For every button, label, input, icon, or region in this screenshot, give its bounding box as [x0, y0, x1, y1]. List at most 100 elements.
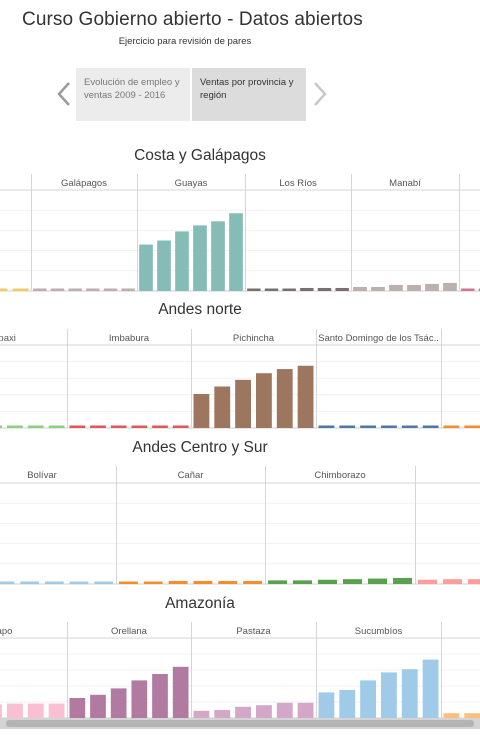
bar-guayas-6[interactable] — [229, 213, 243, 291]
tab-ventas-provincia-region[interactable]: Ventas por provincia y región — [192, 68, 306, 121]
bar-sucumbios-2[interactable] — [339, 690, 356, 718]
bar-guayas-4[interactable] — [193, 225, 207, 291]
bar-pichincha-1[interactable] — [193, 393, 210, 428]
bar-canar-2[interactable] — [143, 581, 163, 585]
bar-chimborazo-2[interactable] — [293, 580, 312, 584]
bar-unnamed-2[interactable] — [478, 288, 480, 292]
bar-chimborazo-3[interactable] — [318, 579, 337, 584]
bar-cotopaxi-4[interactable] — [7, 425, 23, 429]
bar-canar-5[interactable] — [218, 580, 238, 584]
bar-sucumbios-3[interactable] — [360, 680, 376, 718]
bar-napo-5[interactable] — [27, 703, 44, 718]
bar-pastaza-2[interactable] — [214, 710, 231, 718]
bar-pichincha-4[interactable] — [256, 373, 272, 428]
bar-pichincha-3[interactable] — [235, 379, 251, 428]
bar-napo-6[interactable] — [48, 703, 65, 718]
bar-guayas-1[interactable] — [139, 244, 153, 291]
bar-pichincha-2[interactable] — [214, 386, 231, 429]
bar-canar-1[interactable] — [118, 581, 138, 585]
bar-orellana-1[interactable] — [69, 698, 86, 718]
bar-los-rios-6[interactable] — [335, 287, 349, 291]
bar-manabi-4[interactable] — [407, 284, 421, 291]
bar-los-rios-2[interactable] — [264, 288, 279, 292]
bar-chimborazo-4[interactable] — [343, 579, 362, 584]
bar-napo-3[interactable] — [0, 704, 2, 718]
bar-bolivar-2[interactable] — [0, 581, 15, 585]
bar-sucumbios-1[interactable] — [318, 692, 335, 718]
bar-unnamed-1[interactable] — [461, 288, 475, 292]
bar-sucumbios-4[interactable] — [381, 672, 397, 718]
bar-imbabura-1[interactable] — [69, 425, 86, 429]
scrollbar-thumb[interactable] — [6, 720, 474, 727]
bar-pastaza-5[interactable] — [276, 702, 293, 718]
bar-galapagos-6[interactable] — [121, 288, 135, 292]
bar-santo-domingo-de-los-tsachilas-5[interactable] — [401, 425, 418, 429]
bar-t-1[interactable] — [443, 425, 460, 429]
bar-bolivar-5[interactable] — [69, 581, 89, 585]
bar-esmeraldas-5[interactable] — [0, 288, 8, 292]
bar-napo-4[interactable] — [7, 703, 23, 718]
bar-imbabura-6[interactable] — [172, 425, 189, 429]
previous-arrow-icon[interactable] — [56, 80, 72, 108]
bar-canar-4[interactable] — [193, 580, 213, 584]
bar-canar-6[interactable] — [243, 580, 263, 584]
bar-esmeraldas-6[interactable] — [12, 288, 29, 292]
bar-santo-domingo-de-los-tsachilas-6[interactable] — [422, 425, 439, 429]
bar-imbabura-4[interactable] — [131, 425, 148, 429]
bar-galapagos-1[interactable] — [33, 288, 47, 292]
bar-galapagos-3[interactable] — [68, 288, 82, 292]
bar-guayas-5[interactable] — [211, 221, 225, 291]
bar-bolivar-4[interactable] — [44, 581, 64, 585]
bar-sucumbios-5[interactable] — [401, 669, 418, 718]
tab-evolucion-empleo-ventas[interactable]: Evolución de empleo y ventas 2009 - 2016 — [76, 68, 190, 121]
bar-unnamed-2[interactable] — [443, 579, 462, 584]
bar-bolivar-3[interactable] — [20, 581, 40, 585]
bar-los-rios-5[interactable] — [317, 287, 332, 291]
bar-unnamed-3[interactable] — [468, 579, 480, 584]
bar-manabi-1[interactable] — [353, 286, 367, 291]
bar-orellana-3[interactable] — [110, 688, 127, 718]
bar-chimborazo-5[interactable] — [368, 578, 387, 584]
bar-cotopaxi-6[interactable] — [48, 425, 65, 429]
bar-orellana-2[interactable] — [90, 694, 106, 718]
bar-galapagos-5[interactable] — [103, 288, 118, 292]
bar-pichincha-6[interactable] — [297, 365, 314, 428]
bar-manabi-6[interactable] — [443, 282, 457, 291]
bar-manabi-3[interactable] — [389, 284, 403, 291]
next-arrow-icon[interactable] — [312, 80, 328, 108]
bar-bolivar-6[interactable] — [94, 581, 114, 585]
bar-cotopaxi-3[interactable] — [0, 425, 2, 429]
bar-santo-domingo-de-los-tsachilas-1[interactable] — [318, 425, 335, 429]
bar-pichincha-5[interactable] — [276, 369, 293, 428]
bar-los-rios-3[interactable] — [282, 288, 296, 292]
bar-zamora-chinchipe-1[interactable] — [443, 713, 460, 718]
bar-santo-domingo-de-los-tsachilas-2[interactable] — [339, 425, 356, 429]
bar-chimborazo-6[interactable] — [393, 577, 412, 584]
bar-imbabura-5[interactable] — [152, 425, 168, 429]
bar-guayas-2[interactable] — [157, 240, 171, 292]
bar-unnamed-1[interactable] — [418, 579, 437, 584]
bar-zamora-chinchipe-2[interactable] — [464, 713, 480, 718]
bar-pastaza-4[interactable] — [256, 705, 272, 718]
bar-los-rios-1[interactable] — [247, 288, 261, 292]
bar-galapagos-2[interactable] — [50, 288, 65, 292]
bar-imbabura-3[interactable] — [110, 425, 127, 429]
bar-cotopaxi-5[interactable] — [27, 425, 44, 429]
bar-imbabura-2[interactable] — [90, 425, 106, 429]
bar-sucumbios-6[interactable] — [422, 659, 439, 718]
bar-orellana-6[interactable] — [172, 666, 189, 718]
bar-santo-domingo-de-los-tsachilas-4[interactable] — [381, 425, 397, 429]
horizontal-scrollbar[interactable] — [0, 718, 480, 729]
bar-chimborazo-1[interactable] — [268, 580, 287, 584]
bar-guayas-3[interactable] — [175, 231, 189, 291]
bar-t-2[interactable] — [464, 425, 480, 429]
bar-pastaza-3[interactable] — [235, 706, 251, 718]
bar-canar-3[interactable] — [168, 580, 188, 584]
bar-pastaza-6[interactable] — [297, 702, 314, 718]
bar-manabi-2[interactable] — [371, 286, 385, 291]
bar-orellana-5[interactable] — [152, 674, 168, 718]
bar-galapagos-4[interactable] — [86, 288, 100, 292]
bar-orellana-4[interactable] — [131, 680, 148, 718]
bar-manabi-5[interactable] — [425, 283, 439, 291]
bar-pastaza-1[interactable] — [193, 710, 210, 718]
